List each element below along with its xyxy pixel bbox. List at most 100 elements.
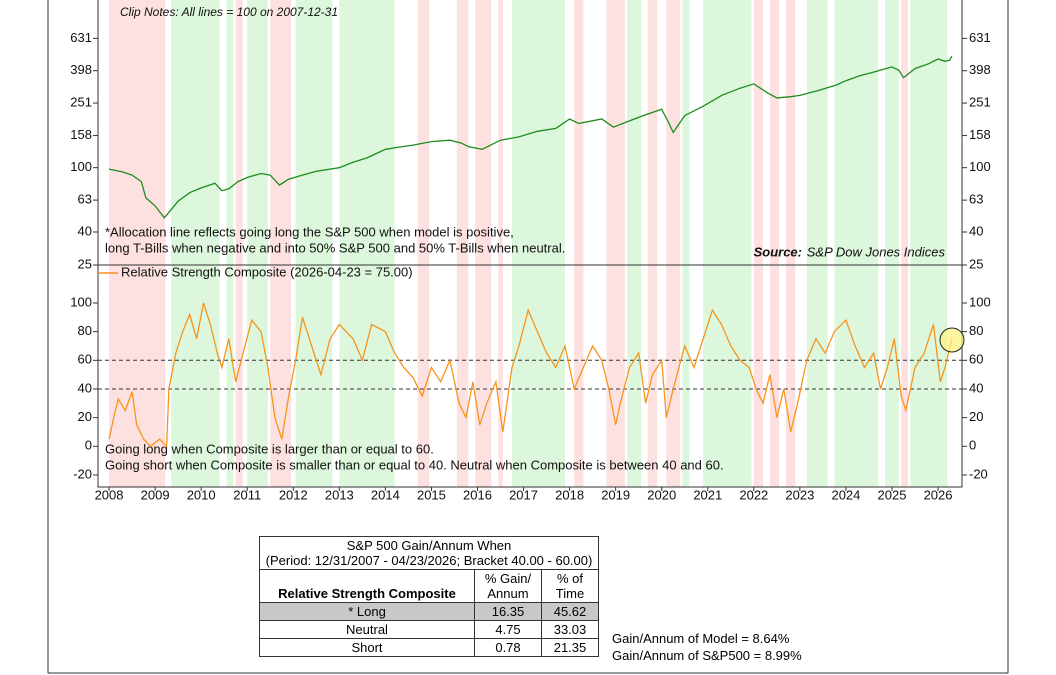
signal-band [806, 0, 828, 265]
signal-band [885, 265, 899, 487]
signal-band [270, 0, 291, 265]
x-tick-label: 2008 [95, 487, 124, 502]
signal-band [910, 0, 948, 265]
signal-band [627, 265, 641, 487]
note: Gain/Annum of Model = 8.64% [612, 631, 790, 646]
signal-band [498, 0, 503, 265]
y-tick-label: 80 [969, 323, 983, 338]
signal-band [647, 0, 658, 265]
signal-band [703, 0, 752, 265]
y-tick-label: 80 [78, 323, 92, 338]
signal-band [627, 0, 641, 265]
y-tick-label: 40 [78, 380, 92, 395]
cell: * Long [259, 602, 475, 621]
cell: 21.35 [541, 638, 599, 657]
y-tick-label: 20 [78, 409, 92, 424]
subtitle: Clip Notes: All lines = 100 on 2007-12-3… [120, 5, 338, 19]
series-line [108, 302, 953, 448]
y-tick-label: 25 [78, 256, 92, 271]
signal-band [666, 265, 681, 487]
frame [47, 0, 1009, 674]
header: % Gain/ Annum [474, 569, 542, 603]
signal-band [901, 265, 909, 487]
signal-band [806, 265, 828, 487]
signal-band [109, 265, 166, 487]
bands [109, 0, 948, 487]
table-title-line: (Period: 12/31/2007 - 04/23/2026; Bracke… [265, 553, 593, 568]
signal-band [769, 265, 780, 487]
signal-band [171, 0, 220, 265]
signal-band [834, 265, 879, 487]
y-tick-label: 158 [70, 127, 92, 142]
signal-band [295, 0, 333, 265]
signal-band [226, 0, 234, 265]
signal-band [270, 265, 291, 487]
signal-band [417, 0, 430, 265]
y-tick-label: 631 [969, 30, 991, 45]
x-tick-label: 2018 [555, 487, 584, 502]
signal-band [753, 0, 764, 265]
y-tick-label: 40 [969, 380, 983, 395]
y-tick-label: 251 [969, 95, 991, 110]
cell: 33.03 [541, 620, 599, 639]
y-tick-label: 631 [70, 30, 92, 45]
signal-band [786, 0, 796, 265]
table-title-line: S&P 500 Gain/Annum When [346, 538, 512, 553]
y-tick-label: -20 [969, 466, 988, 481]
signal-band [885, 0, 899, 265]
y-tick-label: 0 [969, 438, 976, 453]
signal-band [901, 0, 909, 265]
y-tick-label: 100 [969, 294, 991, 309]
signal-band [753, 265, 764, 487]
x-tick-label: 2012 [279, 487, 308, 502]
signal-band [235, 0, 243, 265]
note: Gain/Annum of S&P500 = 8.99% [612, 648, 802, 663]
signal-band [512, 0, 566, 265]
cell: Short [259, 638, 475, 657]
signal-band [475, 265, 492, 487]
cell: 16.35 [474, 602, 542, 621]
signal-band [235, 265, 243, 487]
x-tick-label: 2013 [325, 487, 354, 502]
signal-band [339, 0, 395, 265]
header: % of Time [541, 569, 599, 603]
x-tick-label: 2024 [831, 487, 860, 502]
cell: 45.62 [541, 602, 599, 621]
x-tick-label: 2025 [878, 487, 907, 502]
x-tick-label: 2010 [187, 487, 216, 502]
signal-band [247, 0, 268, 265]
y-tick-label: -20 [73, 466, 92, 481]
bottom-plot-frame [97, 264, 963, 488]
signal-band [769, 0, 780, 265]
y-tick-label: 398 [70, 62, 92, 77]
y-tick-label: 100 [70, 159, 92, 174]
legend-label: Relative Strength Composite (2026-04-23 … [121, 264, 413, 279]
y-tick-label: 63 [78, 192, 92, 207]
x-tick-label: 2009 [141, 487, 170, 502]
x-tick-label: 2011 [233, 487, 261, 502]
signal-band [475, 0, 492, 265]
annotation: Going long when Composite is larger than… [105, 441, 434, 456]
y-tick-label: 0 [85, 438, 92, 453]
stats-table: S&P 500 Gain/Annum When (Period: 12/31/20… [259, 536, 599, 657]
y-tick-label: 100 [969, 159, 991, 174]
x-tick-label: 2017 [509, 487, 538, 502]
signal-band [786, 265, 796, 487]
signal-band [682, 265, 690, 487]
signal-band [171, 265, 220, 487]
signal-band [574, 0, 584, 265]
signal-band [834, 0, 879, 265]
x-tick-label: 2026 [924, 487, 953, 502]
cell: 4.75 [474, 620, 542, 639]
y-tick-label: 20 [969, 409, 983, 424]
highlight [939, 327, 965, 353]
signal-band [109, 0, 166, 265]
signal-band [417, 265, 430, 487]
x-tick-label: 2022 [739, 487, 768, 502]
signal-band [512, 265, 566, 487]
y-tick-label: 158 [969, 127, 991, 142]
y-tick-label: 251 [70, 95, 92, 110]
x-tick-label: 2021 [693, 487, 722, 502]
signal-band [606, 265, 625, 487]
